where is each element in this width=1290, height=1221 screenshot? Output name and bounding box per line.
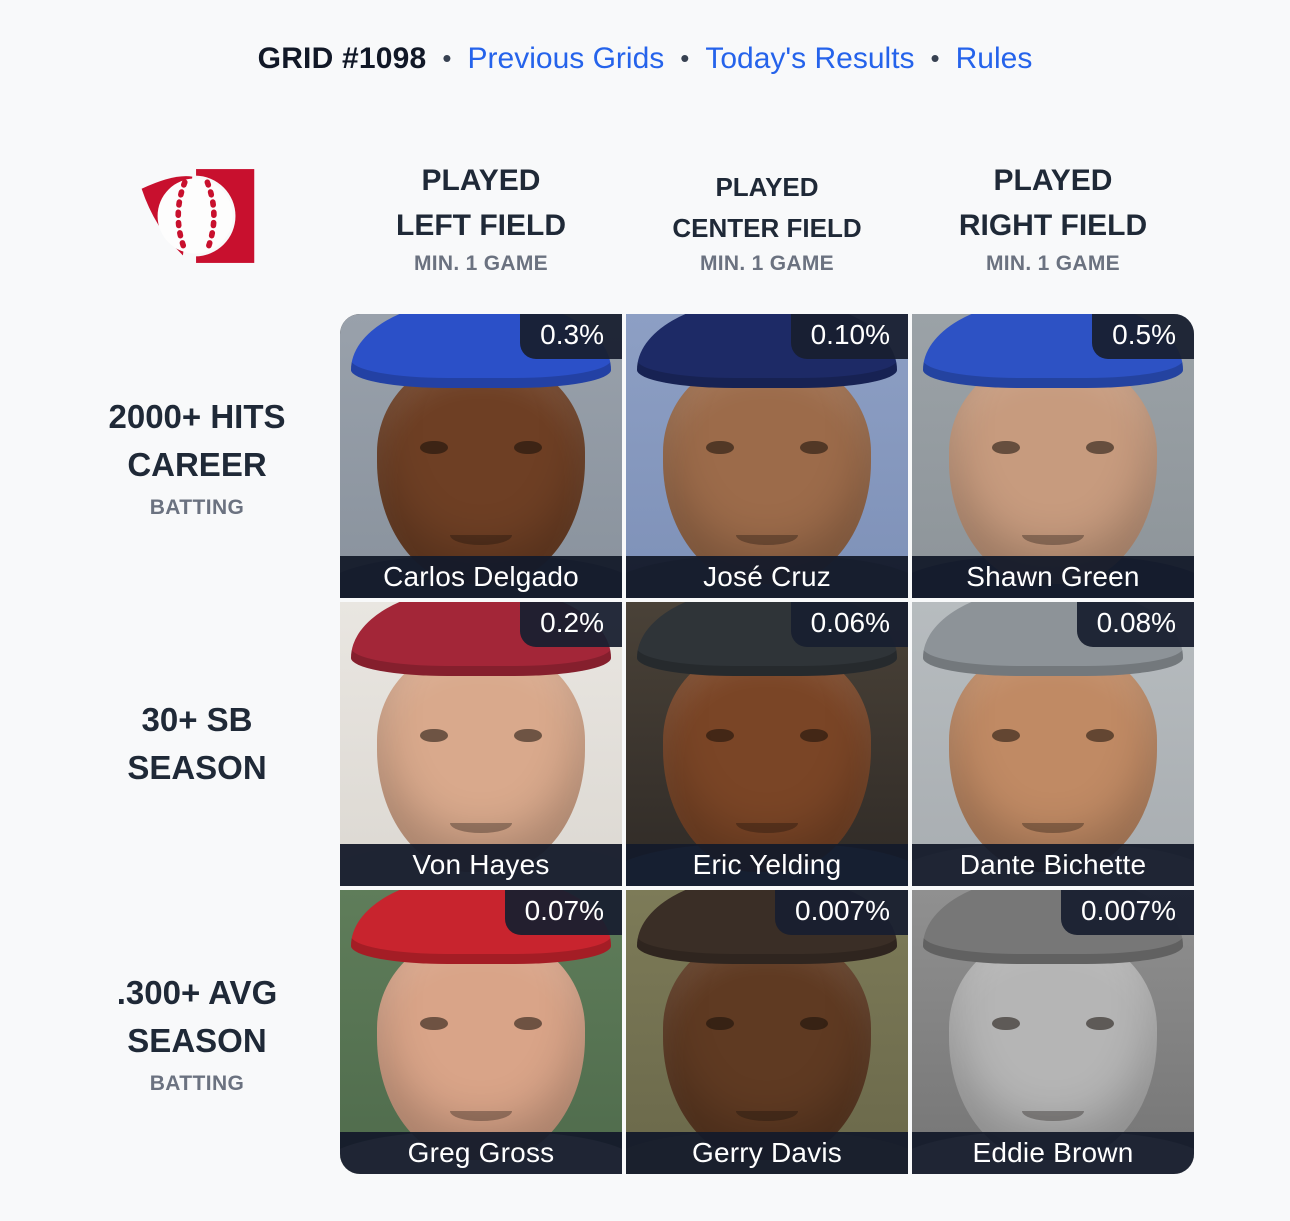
- face-shape: [948, 356, 1158, 584]
- rarity-badge: 0.5%: [1092, 314, 1194, 359]
- mouth-shape: [735, 534, 799, 546]
- column-header-right-field: PLAYED RIGHT FIELD MIN. 1 GAME: [912, 126, 1194, 310]
- player-name: José Cruz: [626, 556, 908, 598]
- player-name: Dante Bichette: [912, 844, 1194, 886]
- page-header: GRID #1098 • Previous Grids • Today's Re…: [0, 0, 1290, 76]
- column-header-center-field: PLAYED CENTER FIELD MIN. 1 GAME: [626, 126, 908, 310]
- mouth-shape: [1021, 1110, 1085, 1122]
- player-name: Gerry Davis: [626, 1132, 908, 1174]
- player-photo: [340, 314, 622, 598]
- rarity-badge: 0.007%: [1061, 890, 1194, 935]
- link-rules[interactable]: Rules: [955, 42, 1033, 75]
- rarity-badge: 0.3%: [520, 314, 622, 359]
- player-photo: [626, 890, 908, 1174]
- grid-cell-r2c2[interactable]: 0.06% Eric Yelding: [626, 602, 908, 886]
- face-shape: [948, 932, 1158, 1160]
- column-label-line1: PLAYED: [993, 164, 1113, 197]
- player-name: Von Hayes: [340, 844, 622, 886]
- player-name: Eric Yelding: [626, 844, 908, 886]
- grid-number-title: GRID #1098: [257, 42, 427, 75]
- mouth-shape: [449, 822, 513, 834]
- player-photo: [912, 602, 1194, 886]
- separator-dot: •: [680, 42, 690, 73]
- row-label-line1: 30+ SB: [141, 700, 253, 738]
- column-min-games: MIN. 1 GAME: [986, 252, 1120, 275]
- row-label-category: BATTING: [149, 1071, 245, 1095]
- face-shape: [376, 644, 586, 872]
- player-name: Shawn Green: [912, 556, 1194, 598]
- mouth-shape: [449, 534, 513, 546]
- face-shape: [662, 644, 872, 872]
- separator-dot: •: [930, 42, 940, 73]
- row-header-300-avg: .300+ AVG SEASON BATTING: [58, 890, 336, 1174]
- grid-cell-r3c1[interactable]: 0.07% Greg Gross: [340, 890, 622, 1174]
- row-label-line2: CAREER: [127, 446, 267, 483]
- grid-cell-r1c3[interactable]: 0.5% Shawn Green: [912, 314, 1194, 598]
- mouth-shape: [449, 1110, 513, 1122]
- grid-cell-r3c2[interactable]: 0.007% Gerry Davis: [626, 890, 908, 1174]
- immaculate-grid: PLAYED LEFT FIELD MIN. 1 GAME PLAYED CEN…: [58, 126, 1290, 1174]
- row-header-30-sb: 30+ SB SEASON: [58, 602, 336, 886]
- player-name: Eddie Brown: [912, 1132, 1194, 1174]
- player-name: Carlos Delgado: [340, 556, 622, 598]
- face-shape: [376, 356, 586, 584]
- column-label-line1: PLAYED: [421, 164, 541, 197]
- column-min-games: MIN. 1 GAME: [700, 252, 834, 275]
- face-shape: [376, 932, 586, 1160]
- column-label-line2: CENTER FIELD: [672, 212, 862, 243]
- row-label-line1: 2000+ HITS: [108, 397, 286, 435]
- rarity-badge: 0.10%: [790, 314, 908, 359]
- face-shape: [662, 356, 872, 584]
- link-previous-grids[interactable]: Previous Grids: [467, 42, 665, 75]
- rarity-badge: 0.2%: [520, 602, 622, 647]
- rarity-badge: 0.007%: [775, 890, 908, 935]
- grid-cell-r1c2[interactable]: 0.10% José Cruz: [626, 314, 908, 598]
- player-name: Greg Gross: [340, 1132, 622, 1174]
- column-label-line2: RIGHT FIELD: [958, 209, 1148, 242]
- face-shape: [948, 644, 1158, 872]
- row-label-line2: SEASON: [127, 1022, 267, 1059]
- column-header-left-field: PLAYED LEFT FIELD MIN. 1 GAME: [340, 126, 622, 310]
- face-shape: [662, 932, 872, 1160]
- immaculate-grid-logo: [58, 126, 336, 310]
- mouth-shape: [1021, 534, 1085, 546]
- mouth-shape: [735, 822, 799, 834]
- separator-dot: •: [442, 42, 452, 73]
- column-label-line1: PLAYED: [715, 172, 819, 203]
- rarity-badge: 0.07%: [504, 890, 622, 935]
- grid-cell-r2c1[interactable]: 0.2% Von Hayes: [340, 602, 622, 886]
- row-label-category: BATTING: [149, 495, 245, 519]
- grid-cell-r1c1[interactable]: 0.3% Carlos Delgado: [340, 314, 622, 598]
- link-todays-results[interactable]: Today's Results: [705, 42, 915, 75]
- column-label-line2: LEFT FIELD: [396, 209, 566, 242]
- row-header-2000-hits: 2000+ HITS CAREER BATTING: [58, 314, 336, 598]
- mouth-shape: [1021, 822, 1085, 834]
- row-label-line2: SEASON: [127, 749, 267, 786]
- mouth-shape: [735, 1110, 799, 1122]
- baseball-logo-icon: [141, 169, 255, 263]
- row-label-line1: .300+ AVG: [116, 973, 278, 1011]
- grid-cell-r2c3[interactable]: 0.08% Dante Bichette: [912, 602, 1194, 886]
- column-min-games: MIN. 1 GAME: [414, 252, 548, 275]
- rarity-badge: 0.06%: [790, 602, 908, 647]
- grid-cell-r3c3[interactable]: 0.007% Eddie Brown: [912, 890, 1194, 1174]
- rarity-badge: 0.08%: [1076, 602, 1194, 647]
